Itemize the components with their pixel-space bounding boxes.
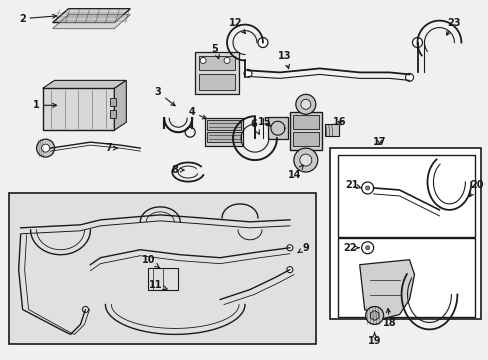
- Bar: [324, 124, 338, 136]
- Text: 7: 7: [105, 143, 117, 153]
- Bar: [292, 115, 318, 129]
- Circle shape: [370, 311, 378, 319]
- Polygon shape: [52, 9, 130, 23]
- Text: 10: 10: [141, 255, 159, 267]
- Bar: [267, 117, 287, 139]
- Bar: [199, 75, 235, 90]
- Circle shape: [365, 306, 383, 324]
- Bar: [42, 88, 114, 130]
- Text: 5: 5: [211, 44, 219, 59]
- Polygon shape: [52, 15, 130, 28]
- Circle shape: [361, 242, 373, 254]
- Bar: [207, 120, 241, 130]
- Text: 14: 14: [287, 165, 303, 180]
- Bar: [329, 148, 480, 319]
- Text: 17: 17: [372, 137, 386, 147]
- Circle shape: [293, 148, 317, 172]
- Polygon shape: [114, 80, 126, 130]
- Circle shape: [82, 306, 88, 312]
- Text: 18: 18: [382, 309, 396, 328]
- Polygon shape: [369, 310, 378, 320]
- Bar: [337, 238, 474, 318]
- Circle shape: [286, 267, 292, 273]
- Text: 4: 4: [188, 107, 206, 119]
- Bar: [337, 155, 474, 237]
- Bar: [195, 53, 239, 94]
- Text: 23: 23: [446, 18, 460, 35]
- Circle shape: [224, 58, 229, 63]
- Circle shape: [295, 94, 315, 114]
- Circle shape: [365, 246, 369, 250]
- Bar: [9, 193, 315, 345]
- Text: 20: 20: [468, 180, 483, 197]
- Text: 3: 3: [155, 87, 175, 106]
- Circle shape: [365, 186, 369, 190]
- Circle shape: [361, 182, 373, 194]
- Bar: [148, 268, 178, 289]
- Bar: [207, 132, 241, 142]
- Text: 2: 2: [19, 14, 57, 24]
- Bar: [289, 112, 321, 150]
- Text: 21: 21: [344, 180, 361, 190]
- Text: 6: 6: [250, 119, 259, 134]
- Text: 13: 13: [278, 51, 291, 68]
- Text: 15: 15: [258, 117, 271, 127]
- Polygon shape: [359, 260, 414, 319]
- Text: 1: 1: [33, 100, 57, 110]
- Circle shape: [37, 139, 55, 157]
- Circle shape: [412, 37, 422, 48]
- Text: 11: 11: [148, 280, 167, 289]
- Circle shape: [258, 37, 267, 48]
- Bar: [199, 57, 235, 71]
- Circle shape: [200, 58, 205, 63]
- Bar: [110, 110, 116, 118]
- Circle shape: [300, 99, 310, 109]
- Circle shape: [405, 73, 413, 81]
- Text: 9: 9: [298, 243, 308, 253]
- Text: 12: 12: [229, 18, 245, 33]
- Bar: [110, 98, 116, 106]
- Polygon shape: [42, 80, 126, 88]
- Text: 19: 19: [367, 332, 381, 346]
- Bar: [204, 118, 243, 146]
- Text: 8: 8: [171, 165, 184, 175]
- Text: 16: 16: [332, 117, 346, 127]
- Bar: [292, 132, 318, 146]
- Circle shape: [286, 245, 292, 251]
- Text: 22: 22: [342, 243, 359, 253]
- Circle shape: [299, 154, 311, 166]
- Circle shape: [244, 69, 251, 77]
- Circle shape: [41, 144, 49, 152]
